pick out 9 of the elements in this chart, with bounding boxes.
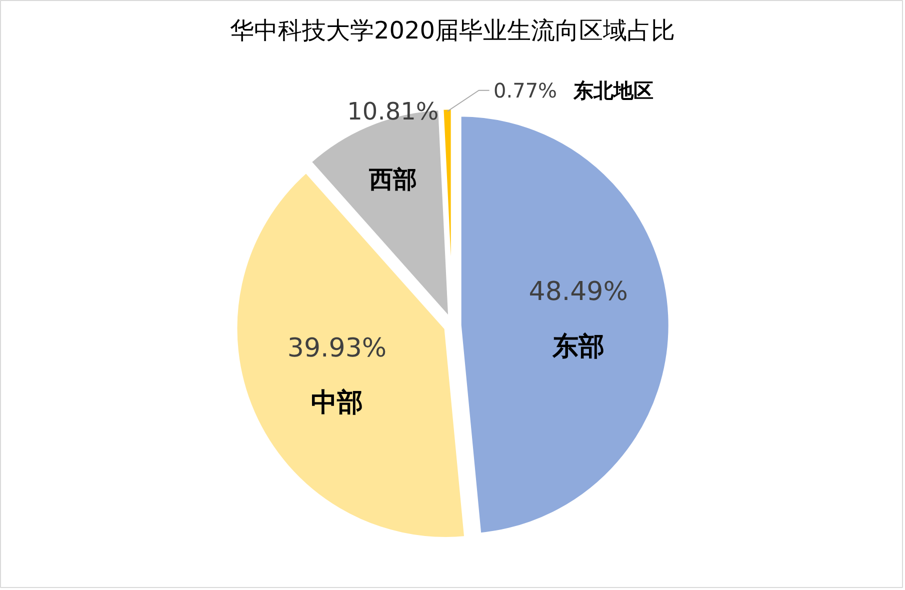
data-label: 0.77% [494, 78, 558, 102]
data-label: 48.49% [528, 277, 628, 308]
slice-label: 东部 [551, 332, 604, 362]
data-label: 39.93% [287, 334, 387, 364]
data-label: 10.81% [347, 97, 439, 126]
slice-label: 西部 [368, 166, 417, 194]
slice-label: 中部 [311, 388, 364, 418]
slice-label: 东北地区 [572, 78, 654, 102]
chart-title: 华中科技大学2020届毕业生流向区域占比 [230, 16, 676, 44]
